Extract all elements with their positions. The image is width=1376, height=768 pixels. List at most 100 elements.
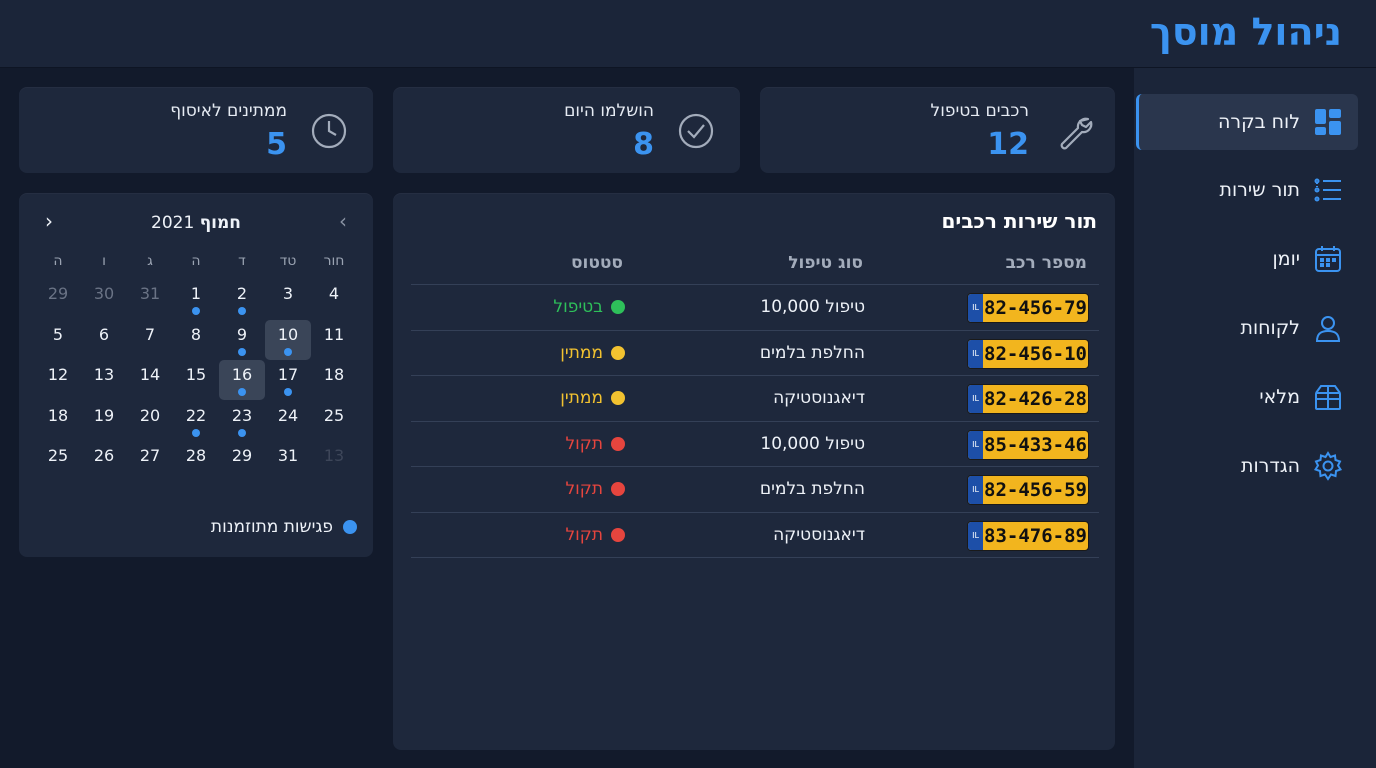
calendar-day-number: 26 bbox=[93, 446, 115, 465]
plate-number: 85-433-46 bbox=[984, 433, 1087, 456]
calendar-panel: › חמוף 2021 ‹ חור טד ד ה ג ו ה 4 3 2 1 31 30 29 11 10 9… bbox=[19, 193, 373, 557]
calendar-day[interactable]: 8 bbox=[173, 320, 219, 360]
calendar-day[interactable]: 25 bbox=[35, 441, 81, 481]
calendar-day[interactable]: 13 bbox=[81, 360, 127, 400]
calendar-day[interactable]: 27 bbox=[127, 441, 173, 481]
sidebar-item-customers[interactable]: לקוחות bbox=[1136, 300, 1358, 356]
calendar-day[interactable]: 23 bbox=[219, 401, 265, 441]
calendar-day[interactable]: 26 bbox=[81, 441, 127, 481]
calendar-day[interactable]: 24 bbox=[265, 401, 311, 441]
calendar-day-number: 24 bbox=[277, 405, 299, 425]
calendar-day-number: 17 bbox=[277, 365, 299, 384]
calendar-day-number: 27 bbox=[139, 446, 161, 465]
table-row[interactable]: IL 82-456-10 החלפת בלמים ממתין bbox=[411, 329, 1099, 376]
calendar-day[interactable]: 2 bbox=[219, 279, 265, 319]
calendar-day-number: 13 bbox=[93, 365, 115, 384]
calendar-day-number: 10 bbox=[277, 324, 299, 344]
calendar-weekday: ה bbox=[191, 253, 201, 269]
calendar-day[interactable]: 5 bbox=[35, 320, 81, 360]
table-row[interactable]: IL 85-433-46 טיפול 10,000 תקול bbox=[411, 420, 1099, 467]
calendar-day-number: 29 bbox=[231, 446, 253, 465]
calendar-day[interactable]: 18 bbox=[311, 360, 357, 400]
sidebar-item-inventory[interactable]: מלאי bbox=[1136, 369, 1358, 425]
calendar-day-number: 22 bbox=[185, 405, 207, 425]
calendar-day[interactable]: 29 bbox=[219, 441, 265, 481]
calendar-day[interactable]: 6 bbox=[81, 320, 127, 360]
sidebar-item-dashboard[interactable]: לוח בקרה bbox=[1136, 94, 1358, 150]
clock-icon bbox=[309, 111, 349, 151]
service-queue-panel: תור שירות רכבים מספר רכב סוג טיפול סטטוס… bbox=[393, 193, 1115, 750]
calendar-day[interactable]: 17 bbox=[265, 360, 311, 400]
calendar-day[interactable]: 29 bbox=[35, 279, 81, 319]
calendar-day-number: 20 bbox=[139, 405, 161, 425]
service-type: טיפול 10,000 bbox=[760, 297, 865, 317]
calendar-day[interactable]: 11 bbox=[311, 320, 357, 360]
calendar-day[interactable]: 22 bbox=[173, 401, 219, 441]
table-row[interactable]: IL 83-476-89 דיאגנוסטיקה תקול bbox=[411, 511, 1099, 558]
table-row[interactable]: IL 82-426-28 דיאגנוסטיקה ממתין bbox=[411, 375, 1099, 421]
table-row[interactable]: IL 82-456-59 החלפת בלמים תקול bbox=[411, 466, 1099, 512]
prev-month-button[interactable]: ‹ bbox=[339, 209, 347, 233]
calendar-day[interactable]: 9 bbox=[219, 320, 265, 360]
status-text: תקול bbox=[565, 479, 603, 499]
license-plate: IL 82-456-59 bbox=[967, 475, 1089, 505]
column-header-plate[interactable]: מספר רכב bbox=[1005, 253, 1087, 273]
calendar-day[interactable]: 15 bbox=[173, 360, 219, 400]
calendar-day[interactable]: 31 bbox=[265, 441, 311, 481]
calendar-day[interactable]: 25 bbox=[311, 401, 357, 441]
sidebar-item-service-queue[interactable]: תור שירות bbox=[1136, 162, 1358, 218]
app-header: ניהול מוסך bbox=[0, 0, 1376, 68]
calendar-year: 2021 bbox=[151, 213, 195, 233]
sidebar-item-settings[interactable]: הגדרות bbox=[1136, 438, 1358, 494]
calendar-day[interactable]: 30 bbox=[81, 279, 127, 319]
dashboard-icon bbox=[1312, 106, 1344, 138]
calendar-day-number: 2 bbox=[236, 284, 248, 303]
plate-flag: IL bbox=[968, 521, 983, 550]
calendar-weekday: חור bbox=[323, 253, 345, 269]
license-plate: IL 82-426-28 bbox=[967, 384, 1089, 414]
calendar-day-number: 31 bbox=[139, 284, 161, 303]
plate-flag: IL bbox=[968, 430, 983, 459]
legend-dot bbox=[343, 520, 357, 534]
status-badge: תקול bbox=[565, 525, 625, 545]
status-dot bbox=[611, 300, 625, 314]
appointment-dot bbox=[238, 347, 246, 356]
stat-label: רכבים בטיפול bbox=[930, 101, 1029, 121]
calendar-day[interactable]: 1 bbox=[173, 279, 219, 319]
calendar-day-number: 1 bbox=[190, 284, 202, 303]
calendar-day[interactable]: 28 bbox=[173, 441, 219, 481]
calendar-day[interactable]: 18 bbox=[35, 401, 81, 441]
column-header-status[interactable]: סטטוס bbox=[570, 253, 623, 273]
calendar-day-number: 29 bbox=[47, 284, 69, 303]
calendar-month: חמוף bbox=[199, 213, 241, 233]
next-month-button[interactable]: › bbox=[45, 209, 53, 233]
calendar-day-number: 25 bbox=[323, 405, 345, 425]
calendar-icon bbox=[1312, 243, 1344, 275]
sidebar-item-label: מלאי bbox=[1259, 386, 1300, 408]
column-header-type[interactable]: סוג טיפול bbox=[788, 253, 863, 273]
stat-card-awaiting-pickup: ממתינים לאיסוף 5 bbox=[19, 87, 373, 173]
calendar-weekday: טד bbox=[279, 253, 297, 269]
table-row[interactable]: IL 82-456-79 טיפול 10,000 בטיפול bbox=[411, 284, 1099, 330]
calendar-day[interactable]: 3 bbox=[265, 279, 311, 319]
calendar-day[interactable]: 13 bbox=[311, 441, 357, 481]
calendar-day[interactable]: 19 bbox=[81, 401, 127, 441]
sidebar-item-calendar[interactable]: יומן bbox=[1136, 231, 1358, 287]
sidebar-item-label: לקוחות bbox=[1240, 317, 1300, 339]
calendar-day[interactable]: 10 bbox=[265, 319, 311, 360]
calendar-day[interactable]: 12 bbox=[35, 360, 81, 400]
sidebar-item-label: יומן bbox=[1272, 248, 1300, 270]
calendar-day[interactable]: 4 bbox=[311, 279, 357, 319]
calendar-day-number: 5 bbox=[52, 324, 64, 344]
calendar-day-number: 11 bbox=[323, 324, 345, 344]
calendar-day[interactable]: 14 bbox=[127, 360, 173, 400]
calendar-day[interactable]: 7 bbox=[127, 320, 173, 360]
calendar-day[interactable]: 16 bbox=[219, 360, 265, 400]
calendar-day[interactable]: 20 bbox=[127, 401, 173, 441]
plate-number: 82-456-79 bbox=[984, 297, 1087, 319]
calendar-weekday: ה bbox=[53, 253, 63, 269]
calendar-day[interactable]: 31 bbox=[127, 279, 173, 319]
plate-number: 82-456-10 bbox=[984, 342, 1087, 365]
calendar-day-number: 18 bbox=[323, 365, 345, 384]
plate-flag: IL bbox=[968, 476, 983, 504]
